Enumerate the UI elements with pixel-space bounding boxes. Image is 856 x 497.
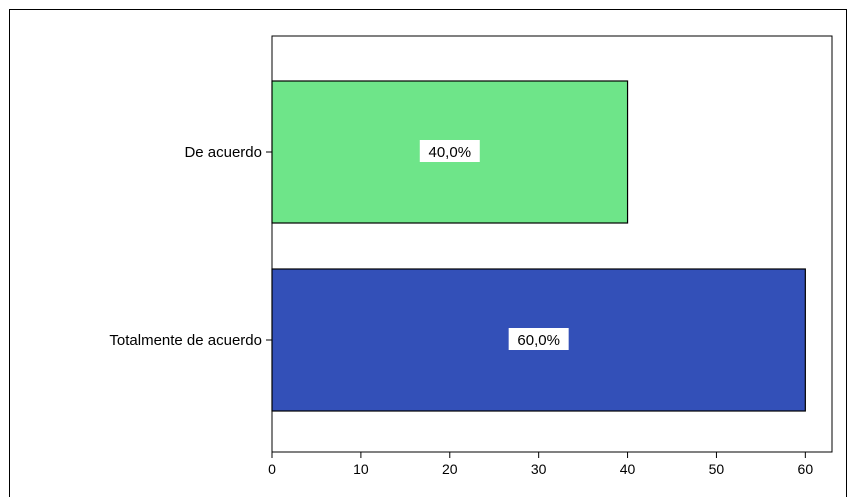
plot-area: De acuerdo 40,0% Totalmente de acuerdo 60,0… (109, 35, 833, 477)
x-tick-label: 40 (620, 461, 636, 477)
x-tick-label: 60 (798, 461, 814, 477)
data-label: 60,0% (517, 332, 560, 349)
x-tick-label: 0 (268, 461, 276, 477)
x-tick-label: 50 (709, 461, 725, 477)
data-label-box (419, 140, 480, 162)
data-label-box (508, 328, 569, 350)
plot-border (271, 35, 833, 453)
data-label: 40,0% (429, 144, 472, 161)
x-tick-label: 20 (442, 461, 458, 477)
category-label: Totalmente de acuerdo (109, 332, 262, 349)
x-tick-label: 10 (353, 461, 369, 477)
category-label: De acuerdo (184, 144, 262, 161)
x-tick-label: 30 (531, 461, 547, 477)
